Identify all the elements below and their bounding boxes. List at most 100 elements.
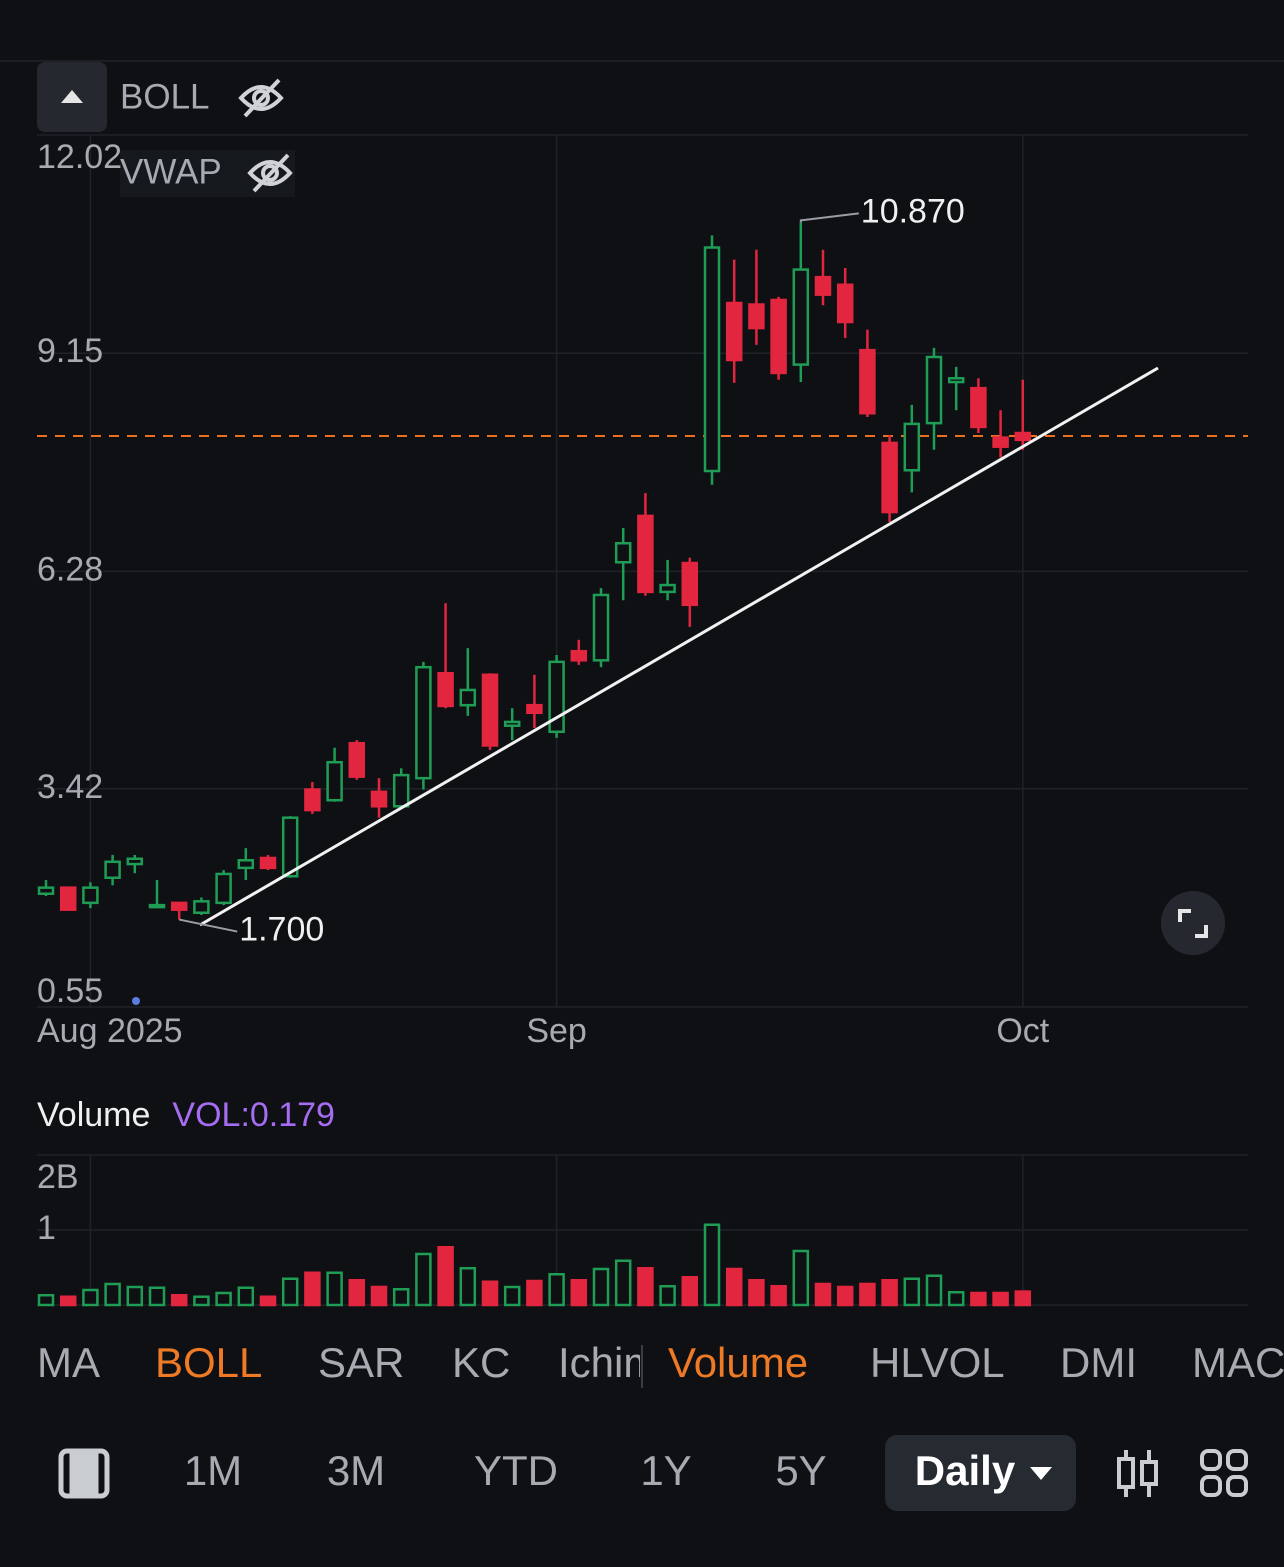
candle-body xyxy=(237,859,255,870)
candle-body xyxy=(170,901,188,911)
volume-bar xyxy=(570,1279,588,1307)
volume-bar xyxy=(348,1279,366,1307)
volume-bar xyxy=(148,1286,166,1307)
candle-body xyxy=(859,348,876,415)
candle-body xyxy=(659,583,676,594)
x-tick-label: Sep xyxy=(526,1012,587,1050)
volume-bar xyxy=(681,1276,699,1307)
volume-bar xyxy=(281,1277,299,1307)
candle-body xyxy=(104,860,121,880)
indicator-tab[interactable]: BOLL xyxy=(155,1339,262,1386)
period-tab[interactable]: 1Y xyxy=(640,1447,691,1494)
candle-body xyxy=(148,903,166,909)
y-tick-label: 3.42 xyxy=(37,768,103,806)
volume-bar xyxy=(992,1291,1009,1307)
volume-bar xyxy=(725,1267,743,1307)
indicator-tab[interactable]: MACD xyxy=(1192,1339,1284,1386)
layout-icon[interactable] xyxy=(58,1448,110,1499)
volume-bar xyxy=(481,1280,499,1307)
y-tick-label: 1 xyxy=(37,1209,56,1247)
annotation-leader xyxy=(799,212,859,223)
volume-bar xyxy=(126,1285,144,1307)
candle-body xyxy=(681,561,699,607)
period-tab[interactable]: YTD xyxy=(474,1447,558,1494)
indicator-toggle[interactable]: VWAP xyxy=(120,152,222,191)
candle-body xyxy=(881,441,898,514)
chart-subtitle: VOL:0.179 xyxy=(172,1096,335,1134)
collapse-button[interactable] xyxy=(37,62,107,132)
eye-off-icon[interactable] xyxy=(238,78,284,118)
volume-bar xyxy=(792,1249,810,1307)
candle-body xyxy=(348,741,366,778)
eye-off-icon[interactable] xyxy=(247,153,293,193)
candle-body xyxy=(814,275,832,296)
candle-body xyxy=(37,886,55,895)
candle-body xyxy=(326,760,343,802)
volume-bar xyxy=(304,1271,321,1307)
volume-bar xyxy=(392,1288,410,1307)
candle-body xyxy=(215,872,232,905)
annotation: 10.870 xyxy=(861,192,965,230)
volume-bar xyxy=(1014,1290,1032,1307)
candle-body xyxy=(970,386,987,429)
y-tick-label: 2B xyxy=(37,1158,79,1196)
candle-body xyxy=(703,246,721,473)
indicator-tab[interactable]: Ichimoku xyxy=(558,1339,726,1386)
volume-bar xyxy=(437,1246,454,1307)
volume-bar xyxy=(370,1285,388,1307)
period-tab[interactable]: 5Y xyxy=(775,1447,826,1494)
y-tick-label: 6.28 xyxy=(37,550,103,588)
volume-bar xyxy=(836,1285,854,1307)
candle-body xyxy=(392,773,410,808)
indicator-toggle[interactable]: BOLL xyxy=(120,77,210,116)
period-tab[interactable]: 1M xyxy=(184,1447,242,1494)
expand-button[interactable] xyxy=(1161,891,1225,955)
volume-bar xyxy=(459,1267,477,1307)
volume-bar xyxy=(193,1295,210,1307)
indicator-tab[interactable]: Volume xyxy=(668,1339,808,1386)
vwap-tag-bg xyxy=(120,150,295,197)
candle-body xyxy=(526,703,543,715)
volume-bar xyxy=(637,1267,654,1307)
grid-menu-icon[interactable] xyxy=(1200,1449,1248,1497)
candle-body xyxy=(836,283,854,324)
selected-period-bg xyxy=(885,1435,1076,1511)
trend-line xyxy=(199,366,1159,927)
candle-body xyxy=(415,665,432,780)
y-tick-label: 9.15 xyxy=(37,332,103,370)
period-tab[interactable]: Daily xyxy=(915,1447,1016,1494)
candle-body xyxy=(370,790,388,808)
candle-body xyxy=(481,673,499,747)
indicator-tab[interactable]: SAR xyxy=(318,1339,404,1386)
volume-bar xyxy=(37,1294,55,1307)
candle-body xyxy=(126,857,144,866)
volume-bar xyxy=(104,1282,121,1307)
annotation: 1.700 xyxy=(239,911,324,949)
candle-body xyxy=(992,436,1009,448)
chart-style-icon[interactable] xyxy=(1117,1450,1158,1497)
period-tab[interactable]: 3M xyxy=(327,1447,385,1494)
candle-body xyxy=(259,856,277,870)
dropdown-arrow xyxy=(1030,1467,1052,1480)
candle-body xyxy=(503,720,521,727)
candle-body xyxy=(1014,431,1032,442)
indicator-tab[interactable]: DMI xyxy=(1060,1339,1137,1386)
volume-bar xyxy=(415,1252,432,1307)
indicator-tab[interactable]: MA xyxy=(37,1339,100,1386)
up-arrow xyxy=(61,90,83,103)
x-tick-label: Oct xyxy=(996,1012,1049,1050)
volume-bar xyxy=(814,1282,832,1307)
indicator-tab[interactable]: KC xyxy=(452,1339,510,1386)
candle-body xyxy=(281,816,299,878)
y-tick-label: 12.02 xyxy=(37,138,122,176)
y-tick-label: 0.55 xyxy=(37,972,103,1010)
volume-bar xyxy=(592,1267,610,1307)
event-dot xyxy=(132,997,140,1005)
volume-bar xyxy=(903,1277,921,1307)
volume-bar xyxy=(82,1288,99,1307)
volume-bar xyxy=(215,1291,232,1307)
indicator-tab[interactable]: HLVOL xyxy=(870,1339,1005,1386)
